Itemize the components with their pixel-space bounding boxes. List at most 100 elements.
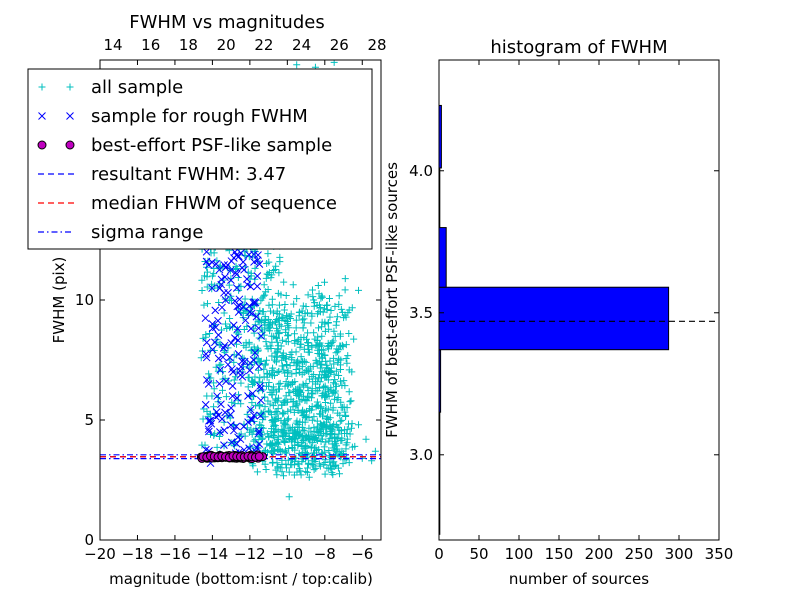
all-sample-point (272, 262, 280, 270)
all-sample-point (297, 334, 305, 342)
rough-sample-point (232, 270, 241, 279)
all-sample-point (271, 318, 279, 326)
histogram-y-axis-label: FWHM of best-effort PSF-like sources (383, 162, 401, 438)
all-sample-point (289, 379, 297, 387)
scatter-top-tick-label: 22 (254, 36, 273, 54)
all-sample-point (318, 332, 326, 340)
legend-label: median FHWM of sequence (91, 193, 337, 214)
all-sample-point (256, 374, 264, 382)
all-sample-point (267, 274, 275, 282)
all-sample-point (355, 286, 363, 294)
all-sample-point (325, 367, 333, 375)
all-sample-point (318, 293, 326, 301)
all-sample-point (297, 353, 305, 361)
all-sample-point (261, 413, 269, 421)
all-sample-point (283, 361, 291, 369)
all-sample-point (289, 281, 297, 289)
psf-sample-markers (196, 450, 268, 463)
all-sample-point (337, 305, 345, 313)
rough-sample-point (233, 324, 242, 333)
all-sample-point (336, 470, 344, 478)
all-sample-point (198, 286, 206, 294)
all-sample-point (273, 324, 281, 332)
all-sample-point (284, 407, 292, 415)
rough-sample-point (235, 295, 244, 304)
all-sample-point (271, 408, 279, 416)
all-sample-point (270, 431, 278, 439)
rough-sample-point (202, 338, 211, 347)
all-sample-point (310, 466, 318, 474)
all-sample-point (234, 396, 242, 404)
all-sample-point (333, 434, 341, 442)
all-sample-point (347, 397, 355, 405)
all-sample-point (266, 327, 274, 335)
all-sample-point (304, 291, 312, 299)
rough-sample-point (230, 426, 238, 435)
all-sample-point (220, 418, 228, 426)
rough-sample-point (217, 280, 226, 289)
all-sample-point (222, 320, 230, 328)
all-sample-point (337, 366, 345, 374)
all-sample-point (241, 295, 249, 303)
all-sample-point (213, 443, 221, 451)
all-sample-point (276, 379, 284, 387)
all-sample-point (210, 432, 218, 440)
all-sample-point (200, 272, 208, 280)
all-sample-point (332, 367, 340, 375)
all-sample-point (268, 372, 276, 380)
all-sample-point (327, 424, 335, 432)
rough-sample-point (238, 372, 247, 381)
rough-sample-point (251, 298, 260, 307)
all-sample-point (230, 358, 238, 366)
all-sample-point (295, 309, 303, 317)
rough-sample-point (208, 320, 217, 328)
rough-sample-point (208, 284, 216, 293)
all-sample-point (259, 308, 267, 316)
all-sample-point (285, 415, 293, 423)
scatter-x-tick-label: −18 (122, 545, 154, 563)
all-sample-point (310, 296, 318, 304)
all-sample-point (335, 371, 343, 379)
all-sample-point (302, 380, 310, 388)
all-sample-point (251, 373, 259, 381)
all-sample-point (336, 330, 344, 338)
all-sample-point (334, 464, 342, 472)
all-sample-point (269, 402, 277, 410)
all-sample-point (321, 407, 329, 415)
all-sample-point (292, 402, 300, 410)
all-sample-point (202, 331, 210, 339)
all-sample-point (225, 281, 233, 289)
all-sample-point (237, 400, 245, 408)
all-sample-point (299, 432, 307, 440)
all-sample-point (335, 292, 343, 300)
all-sample-point (316, 420, 324, 428)
all-sample-point (304, 329, 312, 337)
rough-sample-point (208, 258, 216, 267)
scatter-legend: all sample sample for rough FWHM best-effo… (27, 68, 373, 250)
scatter-panel: FWHM vs magnitudes −20 −18 −16 −14 −12 −10 −8−… (27, 12, 387, 588)
all-sample-point (263, 430, 271, 438)
scatter-x-tick-label: −16 (159, 545, 191, 563)
scatter-x-tick-label: −12 (234, 545, 266, 563)
all-sample-point (338, 381, 346, 389)
rough-sample-point (238, 357, 246, 366)
scatter-x-tick-label: −10 (272, 545, 304, 563)
all-sample-point (293, 61, 301, 69)
all-sample-point (345, 459, 353, 467)
all-sample-point (321, 448, 329, 456)
scatter-x-tick-label: −14 (197, 545, 229, 563)
all-sample-point (278, 448, 286, 456)
all-sample-point (200, 301, 208, 309)
all-sample-point (244, 383, 252, 391)
legend-marker (37, 140, 47, 150)
all-sample-point (309, 449, 317, 457)
rough-sample-point (219, 344, 228, 352)
all-sample-point (256, 307, 264, 315)
all-sample-point (328, 465, 336, 473)
all-sample-point (289, 423, 297, 431)
rough-sample-point (218, 303, 226, 312)
all-sample-point (339, 460, 347, 468)
all-sample-point (294, 460, 302, 468)
all-sample-point (300, 315, 308, 323)
all-sample-point (322, 418, 330, 426)
